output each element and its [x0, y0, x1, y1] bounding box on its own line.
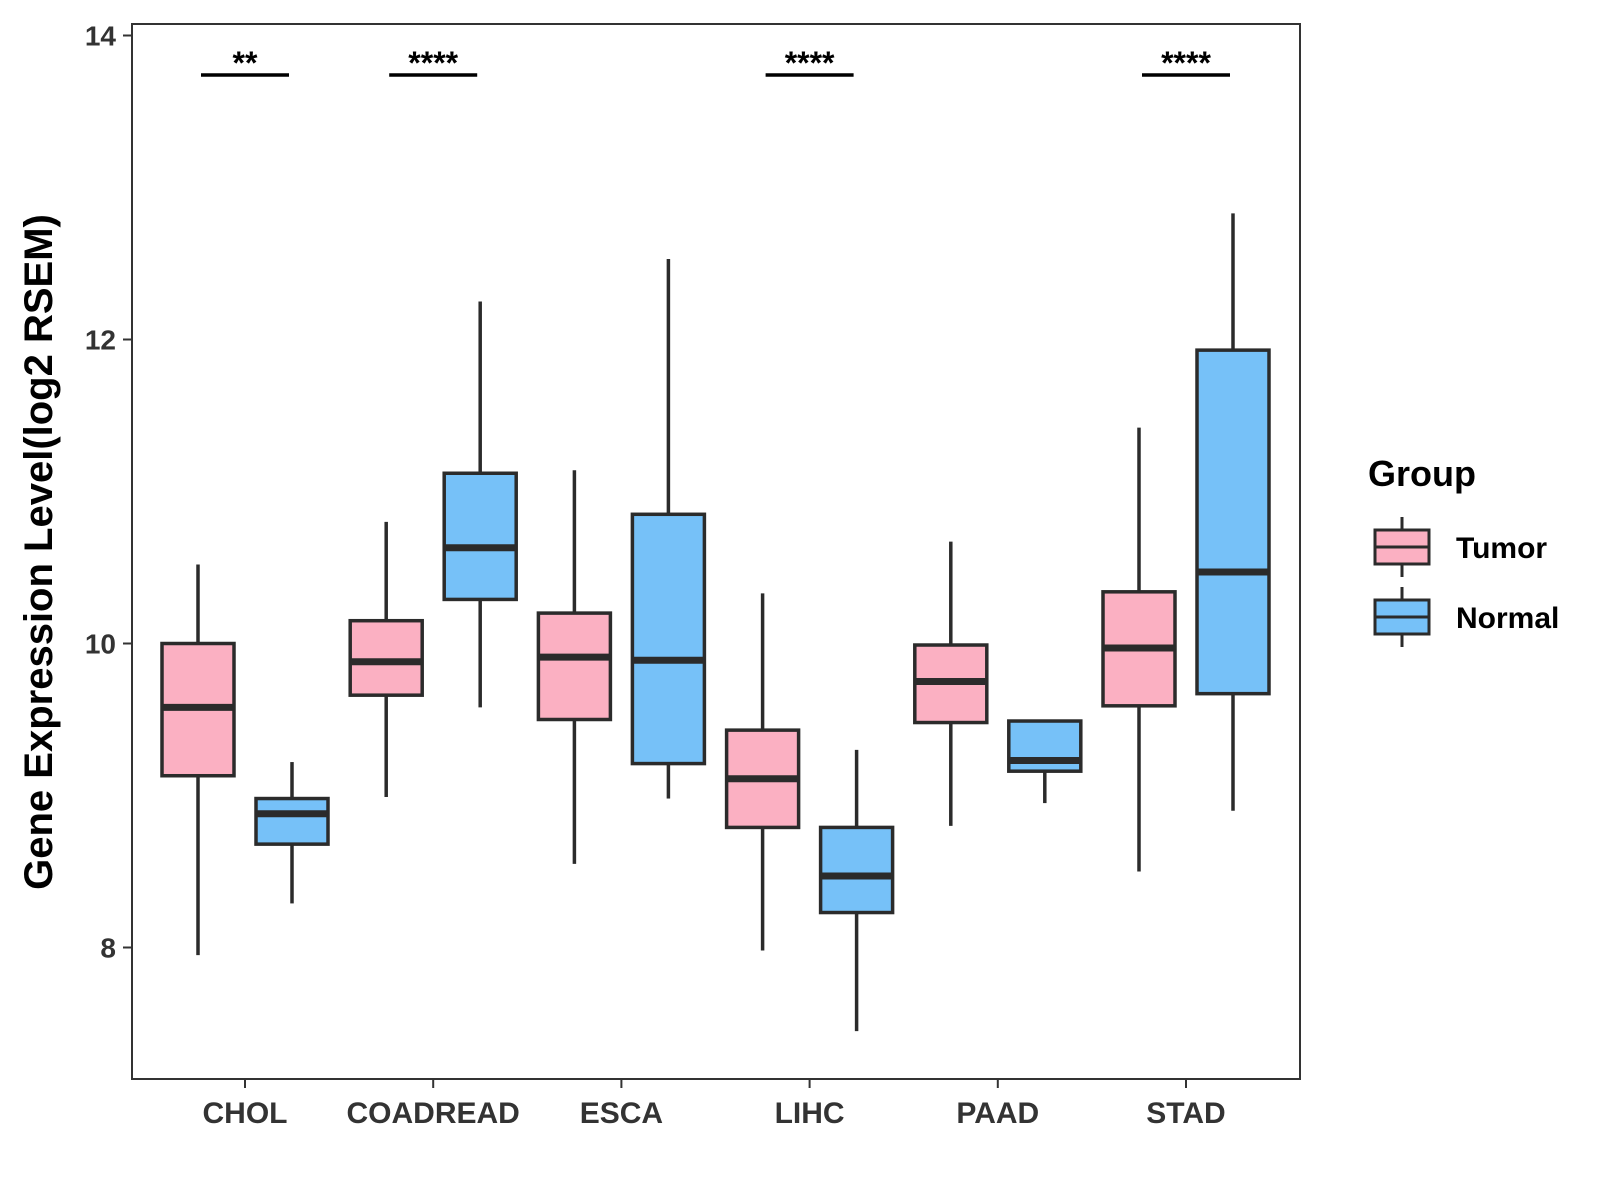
legend-title: Group	[1368, 453, 1476, 494]
box-tumor-esca	[536, 470, 613, 864]
box-normal-coadread	[442, 301, 518, 708]
x-axis: CHOL COADREAD ESCA LIHC PAAD STAD	[203, 1079, 1226, 1130]
y-tick-label: 8	[100, 933, 116, 964]
legend-label-normal: Normal	[1456, 602, 1559, 635]
box-normal-paad	[1007, 719, 1083, 804]
box-normal-chol	[254, 762, 330, 904]
box-iqr	[818, 825, 895, 915]
box-iqr	[442, 471, 518, 602]
y-axis: 8 10 12 14	[85, 21, 132, 964]
significance-label: ****	[1161, 45, 1211, 81]
significance-stad: ****	[1142, 45, 1230, 81]
box-tumor-paad	[913, 541, 989, 826]
x-tick-label-paad: PAAD	[956, 1097, 1039, 1130]
legend-label-tumor: Tumor	[1456, 532, 1547, 565]
box-iqr	[348, 618, 424, 697]
box-tumor-coadread	[348, 521, 424, 798]
x-tick-label-stad: STAD	[1146, 1097, 1225, 1130]
y-axis-title: Gene Expression Level(log2 RSEM)	[17, 214, 61, 890]
box-iqr	[254, 796, 330, 846]
significance-lihc: ****	[765, 45, 854, 81]
significance-label: ****	[408, 45, 458, 81]
plot-panel	[131, 23, 1301, 1080]
boxes-layer	[160, 213, 1271, 1032]
significance-coadread: ****	[389, 45, 478, 81]
y-tick-label: 10	[85, 629, 116, 660]
box-normal-esca	[630, 258, 707, 799]
x-tick-label-coadread: COADREAD	[347, 1097, 520, 1130]
y-tick-label: 14	[85, 21, 117, 52]
significance-layer: ** **** **** ****	[201, 45, 1230, 81]
legend: Group Tumor Normal	[1368, 453, 1559, 647]
significance-label: ****	[785, 45, 835, 81]
box-iqr	[630, 512, 707, 766]
legend-item-normal: Normal	[1373, 587, 1559, 647]
box-normal-stad	[1195, 213, 1271, 811]
box-iqr	[1195, 348, 1271, 696]
box-iqr	[536, 611, 613, 722]
y-tick-label: 12	[85, 325, 116, 356]
significance-chol: **	[201, 45, 289, 81]
significance-label: **	[233, 45, 258, 81]
box-tumor-chol	[160, 564, 236, 956]
box-normal-lihc	[818, 749, 895, 1032]
x-tick-label-chol: CHOL	[203, 1097, 288, 1130]
legend-item-tumor: Tumor	[1373, 517, 1547, 577]
box-tumor-stad	[1101, 427, 1177, 872]
x-tick-label-lihc: LIHC	[775, 1097, 845, 1130]
box-tumor-lihc	[724, 593, 801, 951]
x-tick-label-esca: ESCA	[580, 1097, 663, 1130]
